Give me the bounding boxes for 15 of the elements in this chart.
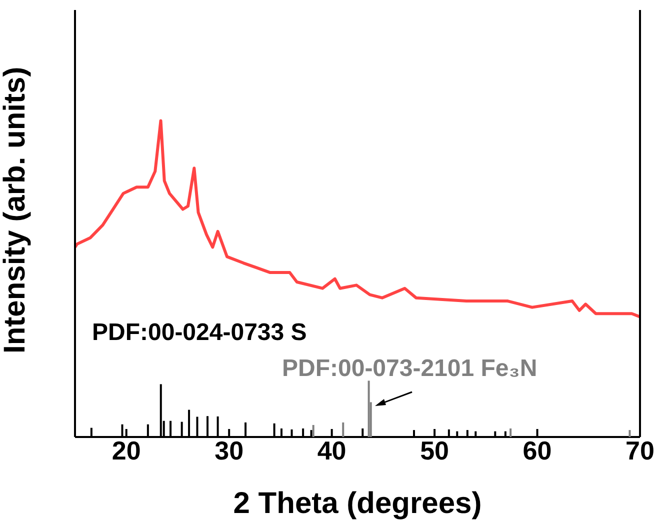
series-label: PDF:00-073-2101 Fe₃N [282,355,538,382]
bar [368,380,370,437]
x-tick-label: 30 [214,435,244,466]
x-tick-label: 50 [420,435,450,466]
bar [510,428,512,437]
text: PDF:00-024-0733 S [92,319,307,346]
y-axis-title: Intensity (arb. units) [0,66,32,354]
x-tick-label: 70 [626,435,654,466]
bar [342,422,344,437]
x-tick-label: 40 [317,435,346,466]
x-axis-title: 2 Theta (degrees) [233,487,482,520]
bar [312,424,314,437]
x-tick-label: 20 [112,435,141,466]
x-tick-label: 60 [522,435,552,466]
bar [628,430,631,437]
